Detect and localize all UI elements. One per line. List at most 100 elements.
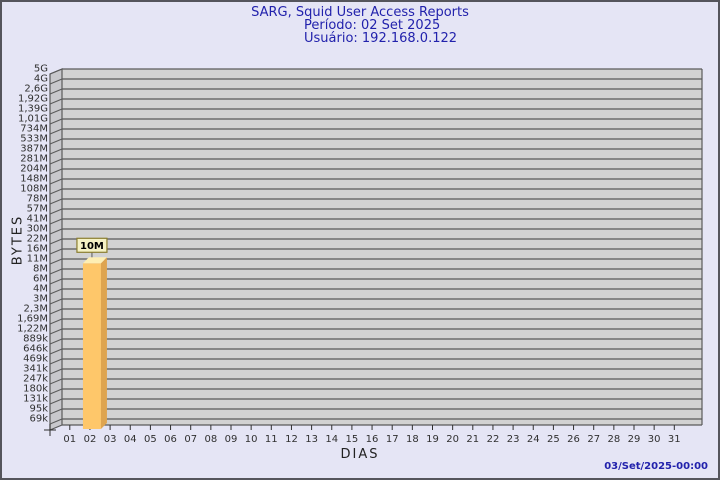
x-tick-label: 19 — [426, 434, 439, 445]
y-tick-label: 78M — [27, 194, 48, 205]
x-tick-label: 31 — [668, 434, 681, 445]
x-tick-label: 24 — [527, 434, 540, 445]
y-tick-label: 646k — [23, 344, 48, 355]
y-tick-label: 16M — [27, 244, 48, 255]
y-tick — [49, 138, 63, 145]
y-tick — [49, 108, 63, 115]
y-tick-label: 5G — [34, 64, 48, 75]
bar-side — [100, 257, 107, 429]
x-tick-label: 06 — [164, 434, 177, 445]
x-tick-label: 02 — [84, 434, 97, 445]
y-tick-label: 131k — [23, 394, 48, 405]
x-tick-label: 28 — [607, 434, 620, 445]
x-tick-label: 01 — [63, 434, 76, 445]
y-tick — [49, 158, 63, 165]
y-tick — [49, 268, 63, 275]
y-tick-label: 1,39G — [18, 104, 48, 115]
y-tick — [49, 358, 63, 365]
y-tick-label: 8M — [33, 264, 48, 275]
y-tick — [49, 238, 63, 245]
y-tick-label: 281M — [20, 154, 48, 165]
x-tick-label: 15 — [346, 434, 359, 445]
x-tick-label: 25 — [547, 434, 560, 445]
x-tick-label: 03 — [104, 434, 117, 445]
y-tick — [49, 128, 63, 135]
y-tick — [49, 278, 63, 285]
y-tick — [49, 368, 63, 375]
y-tick — [49, 118, 63, 125]
y-tick — [49, 98, 63, 105]
x-tick-label: 10 — [245, 434, 258, 445]
y-tick-label: 108M — [20, 184, 48, 195]
y-tick-label: 41M — [27, 214, 48, 225]
y-tick-label: 2,6G — [24, 84, 48, 95]
y-tick — [49, 338, 63, 345]
x-tick-label: 27 — [587, 434, 600, 445]
x-tick-label: 29 — [628, 434, 641, 445]
y-tick — [49, 288, 63, 295]
x-tick-label: 05 — [144, 434, 157, 445]
y-tick-label: 889k — [23, 334, 48, 345]
y-tick — [49, 228, 63, 235]
x-tick-label: 23 — [507, 434, 520, 445]
x-tick-label: 13 — [305, 434, 318, 445]
y-tick-label: 69k — [29, 414, 48, 425]
y-tick-label: 4G — [34, 74, 48, 85]
y-tick — [49, 248, 63, 255]
y-tick-label: 204M — [20, 164, 48, 175]
bar-value-label: 10M — [80, 241, 104, 252]
y-tick-label: 11M — [27, 254, 48, 265]
x-tick-label: 20 — [446, 434, 459, 445]
plot-area — [62, 69, 702, 425]
y-tick — [49, 208, 63, 215]
x-tick-label: 09 — [225, 434, 238, 445]
x-tick-label: 18 — [406, 434, 419, 445]
y-tick — [49, 308, 63, 315]
y-tick-label: 57M — [27, 204, 48, 215]
report-period: Período: 02 Set 2025 — [304, 18, 441, 33]
y-tick-label: 1,01G — [18, 114, 48, 125]
x-tick-label: 16 — [366, 434, 379, 445]
y-tick — [49, 328, 63, 335]
x-tick-label: 26 — [567, 434, 580, 445]
y-tick — [49, 88, 63, 95]
x-tick-label: 30 — [648, 434, 661, 445]
y-tick-label: 1,69M — [17, 314, 48, 325]
y-tick-label: 247k — [23, 374, 48, 385]
y-tick — [49, 148, 63, 155]
y-tick-label: 2,3M — [23, 304, 48, 315]
y-tick — [49, 388, 63, 395]
y-tick-label: 341k — [23, 364, 48, 375]
y-tick-label: 1,22M — [17, 324, 48, 335]
x-tick-label: 08 — [204, 434, 217, 445]
report-title: SARG, Squid User Access Reports — [251, 5, 469, 20]
y-tick-label: 533M — [20, 134, 48, 145]
y-tick — [49, 418, 63, 425]
x-tick-label: 07 — [184, 434, 197, 445]
y-tick — [49, 78, 63, 85]
y-tick — [49, 378, 63, 385]
y-tick-label: 469k — [23, 354, 48, 365]
x-tick-label: 14 — [325, 434, 338, 445]
y-tick — [49, 68, 63, 75]
y-tick — [49, 218, 63, 225]
y-tick-label: 95k — [29, 404, 48, 415]
y-tick — [49, 188, 63, 195]
y-tick — [49, 348, 63, 355]
y-tick-label: 1,92G — [18, 94, 48, 105]
x-tick-label: 21 — [466, 434, 479, 445]
y-tick — [49, 178, 63, 185]
x-tick-label: 22 — [487, 434, 500, 445]
bar-top — [82, 257, 107, 264]
x-tick-label: 17 — [386, 434, 399, 445]
y-tick-label: 387M — [20, 144, 48, 155]
y-tick — [49, 168, 63, 175]
y-tick — [49, 408, 63, 415]
report-timestamp: 03/Set/2025-00:00 — [604, 461, 708, 472]
report-user: Usuário: 192.168.0.122 — [304, 31, 458, 46]
y-tick-label: 734M — [20, 124, 48, 135]
y-tick — [49, 298, 63, 305]
y-tick-label: 180k — [23, 384, 48, 395]
